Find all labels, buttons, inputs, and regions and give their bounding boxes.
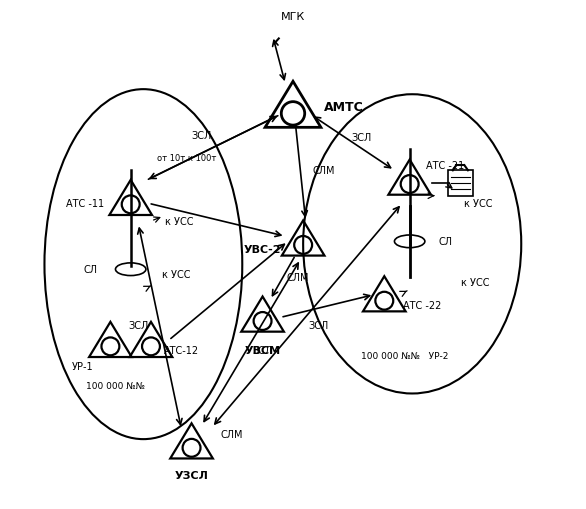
Text: АМТС: АМТС: [324, 101, 363, 114]
Text: к УСС: к УСС: [464, 199, 492, 209]
Text: ЗСЛ: ЗСЛ: [128, 320, 148, 330]
Text: АТС-12: АТС-12: [164, 346, 199, 356]
Text: ЗСЛ: ЗСЛ: [253, 346, 272, 356]
Text: МГК: МГК: [281, 12, 305, 21]
Text: СЛ: СЛ: [438, 237, 452, 247]
Text: УВСМ: УВСМ: [244, 346, 281, 356]
Text: АТС -11: АТС -11: [66, 199, 104, 209]
Text: 100 000 №№   УР-2: 100 000 №№ УР-2: [361, 351, 448, 360]
Text: СЛМ: СЛМ: [287, 272, 309, 282]
Text: ЗСЛ: ЗСЛ: [192, 130, 212, 140]
Text: УВС-2: УВС-2: [244, 244, 281, 254]
Text: СЛМ: СЛМ: [221, 429, 243, 439]
Text: 100 000 №№: 100 000 №№: [86, 382, 145, 390]
Text: к УСС: к УСС: [162, 270, 190, 280]
Text: ЗСЛ: ЗСЛ: [308, 320, 329, 330]
Text: УР-1: УР-1: [71, 361, 93, 371]
Text: АТС -21: АТС -21: [426, 161, 464, 171]
Text: УЗСЛ: УЗСЛ: [175, 470, 209, 479]
Text: СЛМ: СЛМ: [312, 166, 335, 176]
Text: к УСС: к УСС: [461, 277, 490, 288]
Text: АТС -22: АТС -22: [403, 300, 441, 310]
Text: ЗСЛ: ЗСЛ: [352, 133, 372, 143]
Text: к УСС: к УСС: [165, 217, 193, 227]
Text: СЛ: СЛ: [83, 265, 97, 275]
Text: от 10т к 100т: от 10т к 100т: [157, 154, 216, 163]
